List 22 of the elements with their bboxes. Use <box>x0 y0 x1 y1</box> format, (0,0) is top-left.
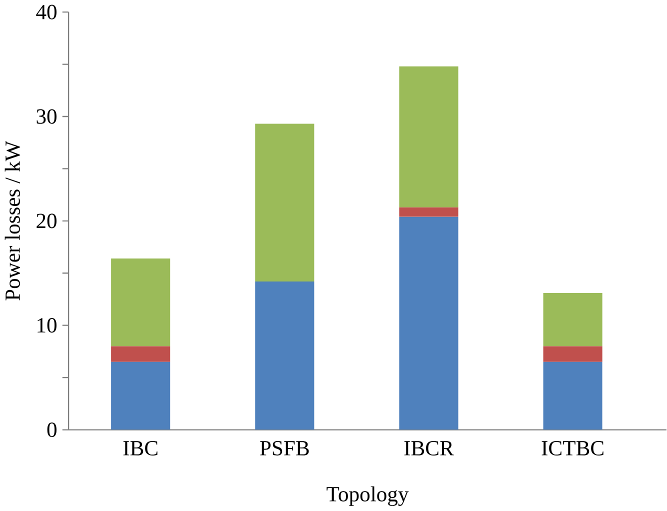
bar <box>111 362 170 430</box>
bar <box>255 124 314 282</box>
bar <box>111 258 170 346</box>
y-axis-title: Power losses / kW <box>4 141 20 300</box>
y-tick-label: 30 <box>36 109 57 124</box>
bar <box>399 207 458 217</box>
y-tick-label: 40 <box>36 4 57 20</box>
bar <box>399 216 458 430</box>
y-tick-label: 10 <box>38 318 57 333</box>
bar <box>255 282 314 430</box>
x-tick-label: IBCR <box>404 441 454 456</box>
x-tick-label: ICTBC <box>542 441 604 456</box>
y-tick-label: 20 <box>36 214 57 228</box>
x-tick-label: IBC <box>123 441 158 456</box>
bar <box>543 362 602 430</box>
bar <box>543 293 602 346</box>
bar <box>399 66 458 208</box>
bar <box>111 346 170 362</box>
y-tick-label: 0 <box>47 422 57 438</box>
bar <box>543 346 602 362</box>
x-tick-label: PSFB <box>260 441 309 456</box>
x-axis-title: Topology <box>326 486 409 506</box>
